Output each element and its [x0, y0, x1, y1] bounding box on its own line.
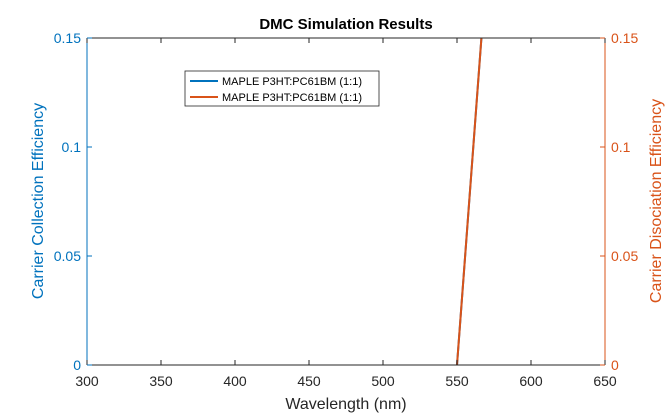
right-y-tick-label: 0: [611, 357, 619, 373]
right-y-axis-label: Carrier Disociation Efficiency: [648, 99, 665, 303]
right-y-tick-label: 0.15: [611, 30, 638, 46]
left-y-tick-label: 0.05: [54, 248, 81, 264]
legend-box: [184, 70, 380, 107]
x-tick-label: 400: [223, 373, 247, 389]
ticks-layer: 300 350 400 450 500 550 600 65000.050.10.1500.0…: [54, 30, 639, 389]
series-line-2: [456, 37, 483, 366]
x-tick-label: 350: [149, 373, 173, 389]
x-axis-label: Wavelength (nm): [285, 396, 406, 413]
right-y-tick-label: 0.05: [611, 248, 638, 264]
x-tick-label: 450: [297, 373, 321, 389]
legend: MAPLE P3HT:PC61BM (1:1) MAPLE P3HT:PC61B…: [184, 70, 380, 107]
series-layer: [456, 37, 483, 366]
x-tick-label: 500: [371, 373, 395, 389]
legend-label-1: MAPLE P3HT:PC61BM (1:1): [222, 76, 362, 88]
x-tick-label: 600: [519, 373, 543, 389]
left-y-tick-label: 0: [73, 357, 81, 373]
plot-area: 300 350 400 450 500 550 600 65000.050.10.1500.0…: [54, 30, 639, 389]
x-tick-label: 300: [75, 373, 99, 389]
left-y-tick-label: 0.1: [62, 139, 82, 155]
x-tick-label: 550: [445, 373, 469, 389]
x-tick-label: 650: [593, 373, 617, 389]
chart-title: DMC Simulation Results: [259, 16, 432, 33]
left-y-tick-label: 0.15: [54, 30, 81, 46]
legend-label-2: MAPLE P3HT:PC61BM (1:1): [222, 92, 362, 104]
right-y-tick-label: 0.1: [611, 139, 631, 155]
left-y-axis-label: Carrier Collection Efficiency: [30, 103, 47, 299]
